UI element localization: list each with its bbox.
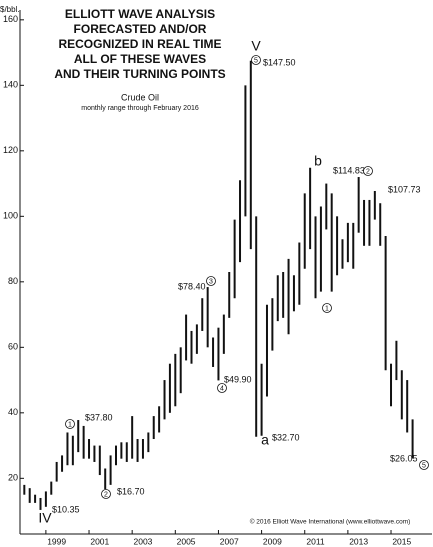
y-axis-label: $/bbl. [0, 5, 20, 14]
chart-title: ELLIOTT WAVE ANALYSIS [65, 7, 215, 21]
y-tick-label: 60 [8, 342, 18, 352]
circled-label: 2 [104, 491, 108, 498]
credit: © 2016 Elliott Wave International (www.e… [250, 518, 411, 526]
x-tick-label: 2001 [90, 536, 109, 546]
y-tick-label: 80 [8, 276, 18, 286]
x-tick-label: 2005 [177, 536, 196, 546]
price-label: $32.70 [272, 432, 300, 442]
x-tick-label: 2015 [392, 536, 411, 546]
y-tick-label: 140 [3, 80, 18, 90]
wave-label: a [261, 432, 269, 448]
x-tick-label: 2009 [263, 536, 282, 546]
x-tick-label: 2011 [306, 536, 325, 546]
wave-label: b [314, 153, 322, 169]
circled-label: 5 [422, 462, 426, 469]
price-label: $10.35 [52, 504, 80, 514]
chart-title: FORECASTED AND/OR [74, 22, 207, 36]
wave-circle [363, 166, 373, 176]
wave-circle [65, 419, 75, 429]
circled-label: 2 [366, 168, 370, 175]
y-tick-label: 120 [3, 145, 18, 155]
wave-circle [251, 55, 261, 65]
wave-circle [419, 460, 429, 470]
circled-label: 5 [254, 57, 258, 64]
x-tick-label: 2003 [133, 536, 152, 546]
price-label: $37.80 [85, 412, 113, 422]
price-label: $107.73 [388, 184, 421, 194]
y-tick-label: 40 [8, 407, 18, 417]
circled-label: 4 [220, 385, 224, 392]
price-label: $114.83 [333, 165, 365, 175]
price-label: $78.40 [178, 281, 206, 291]
note: monthly range through February 2016 [81, 105, 199, 112]
subtitle: Crude Oil [121, 92, 159, 102]
circled-label: 3 [209, 278, 213, 285]
price-label: $49.90 [224, 374, 252, 384]
x-tick-label: 2007 [220, 536, 239, 546]
price-label: $16.70 [117, 486, 145, 496]
chart-title: ALL OF THESE WAVES [74, 52, 206, 66]
chart-title: RECOGNIZED IN REAL TIME [58, 37, 221, 51]
price-label: $147.50 [263, 57, 296, 67]
x-tick-label: 2013 [349, 536, 368, 546]
y-tick-label: 160 [3, 14, 18, 24]
wave-label: V [251, 38, 261, 54]
wave-circle [101, 489, 111, 499]
price-label: $26.05 [390, 453, 418, 463]
x-tick-label: 1999 [47, 536, 66, 546]
wave-circle [206, 276, 216, 286]
wave-circle [322, 303, 332, 313]
y-tick-label: 100 [3, 211, 18, 221]
circled-label: 1 [325, 305, 329, 312]
wave-circle [217, 383, 227, 393]
circled-label: 1 [68, 421, 72, 428]
wave-label: IV [38, 510, 52, 526]
chart-title: AND THEIR TURNING POINTS [54, 67, 225, 81]
y-tick-label: 20 [8, 473, 18, 483]
